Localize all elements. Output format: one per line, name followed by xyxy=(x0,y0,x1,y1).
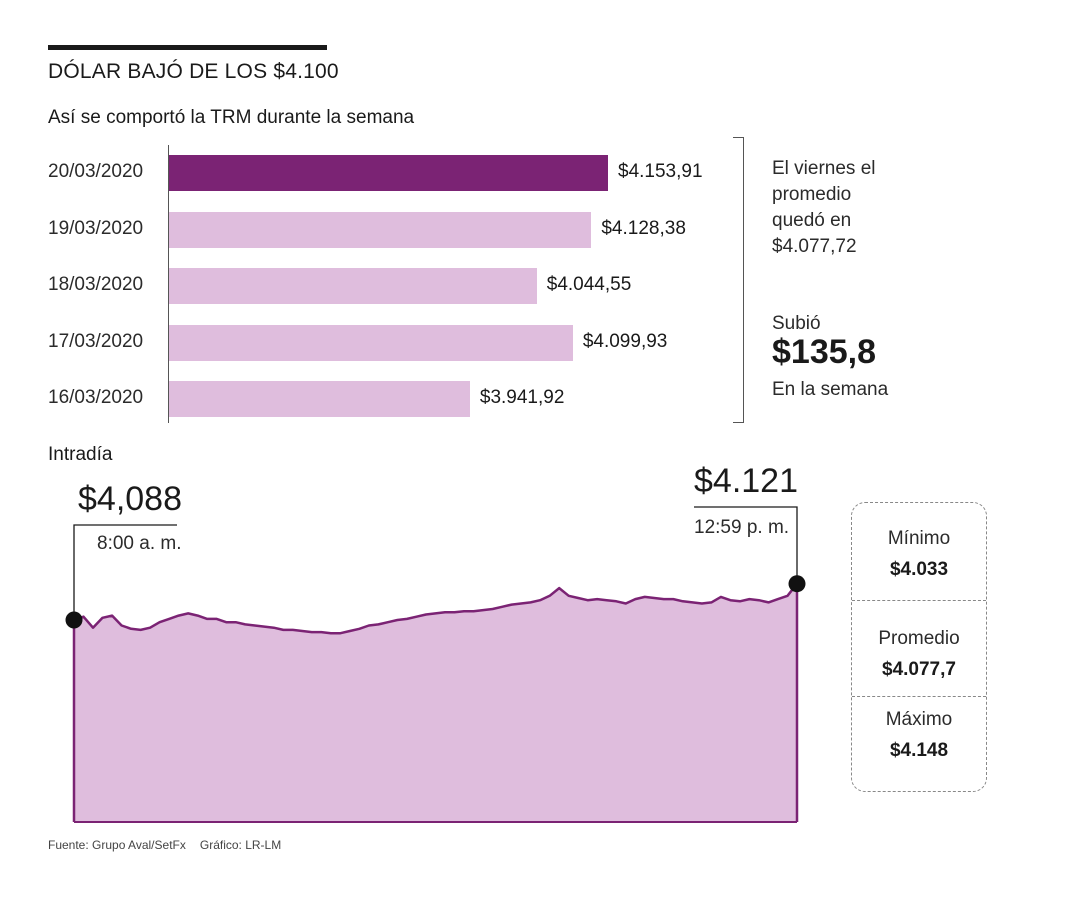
side-bracket xyxy=(733,137,744,423)
area-line xyxy=(73,582,798,635)
stat-min-value: $4.033 xyxy=(889,559,949,580)
side-note-line: promedio xyxy=(772,184,852,205)
end-point xyxy=(788,575,806,593)
change-label: Subió xyxy=(772,313,821,334)
change-value: $135,8 xyxy=(772,333,876,371)
footer-credit: Gráfico: LR-LM xyxy=(199,838,282,852)
chart-title: DÓLAR BAJÓ DE LOS $4.100 xyxy=(48,60,339,83)
side-note-line: $4.077,72 xyxy=(772,236,857,257)
stat-avg-value: $4.077,7 xyxy=(882,659,956,680)
bar-category-label: 17/03/2020 xyxy=(48,330,144,352)
end-leader-line xyxy=(694,506,798,584)
bar xyxy=(169,381,470,417)
bar xyxy=(169,324,573,361)
bar xyxy=(169,211,592,248)
bar-category-label: 16/03/2020 xyxy=(48,387,144,408)
stat-max-label: Máximo xyxy=(885,709,953,730)
stats-box xyxy=(851,502,987,792)
start-point xyxy=(65,611,83,629)
start-value: $4,088 xyxy=(78,480,182,518)
stat-max-value: $4.148 xyxy=(889,740,949,761)
bar-value-label: $4.044,55 xyxy=(546,274,632,295)
side-note-line: El viernes el xyxy=(772,158,876,179)
chart-subtitle: Así se comportó la TRM durante la semana xyxy=(48,107,415,128)
bar-category-label: 19/03/2020 xyxy=(48,217,144,239)
bar-value-label: $4.153,91 xyxy=(618,161,703,182)
bar-axis-line xyxy=(168,145,169,423)
end-value: $4.121 xyxy=(694,462,798,500)
stat-divider xyxy=(852,696,986,697)
side-note: El viernes el promedio quedó en $4.077,7… xyxy=(772,156,876,260)
stat-avg-label: Promedio xyxy=(878,628,960,649)
stat-divider xyxy=(852,600,986,601)
footer: Fuente: Grupo Aval/SetFx Gráfico: LR-LM xyxy=(48,838,281,852)
side-note-line: quedó en xyxy=(772,210,852,231)
bar xyxy=(169,155,608,191)
top-rule xyxy=(48,45,327,50)
bar-value-label: $3.941,92 xyxy=(479,387,565,408)
footer-source: Fuente: Grupo Aval/SetFx xyxy=(48,838,186,852)
stat-min-label: Mínimo xyxy=(887,528,951,549)
bar-value-label: $4.099,93 xyxy=(582,330,668,352)
bar xyxy=(169,268,537,304)
bar-category-label: 18/03/2020 xyxy=(48,274,144,295)
end-time: 12:59 p. m. xyxy=(694,517,790,538)
start-time: 8:00 a. m. xyxy=(97,533,182,554)
bar-category-label: 20/03/2020 xyxy=(48,161,144,182)
area-fill xyxy=(74,583,797,822)
start-leader-line xyxy=(73,524,177,620)
change-suffix: En la semana xyxy=(772,379,889,400)
intraday-label: Intradía xyxy=(48,444,113,465)
bar-value-label: $4.128,38 xyxy=(601,217,686,239)
